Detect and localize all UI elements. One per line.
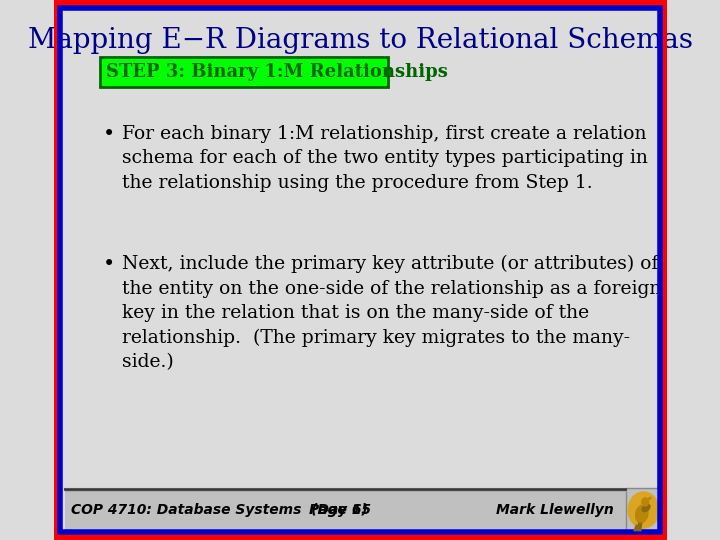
Bar	[626, 488, 662, 532]
Ellipse shape	[636, 505, 648, 523]
Circle shape	[628, 492, 659, 528]
Text: Next, include the primary key attribute (or attributes) of
the entity on the one: Next, include the primary key attribute …	[122, 255, 661, 371]
Bar	[65, 490, 626, 530]
Text: •: •	[103, 255, 115, 274]
Text: STEP 3: Binary 1:M Relationships: STEP 3: Binary 1:M Relationships	[107, 63, 448, 81]
Text: COP 4710: Database Systems  (Day 6): COP 4710: Database Systems (Day 6)	[71, 503, 367, 517]
Text: •: •	[103, 125, 115, 144]
Circle shape	[642, 498, 649, 506]
Ellipse shape	[642, 504, 650, 511]
Bar	[100, 57, 388, 87]
Text: Mapping E−R Diagrams to Relational Schemas: Mapping E−R Diagrams to Relational Schem…	[27, 26, 693, 53]
Text: For each binary 1:M relationship, first create a relation
schema for each of the: For each binary 1:M relationship, first …	[122, 125, 647, 192]
Text: Page 15: Page 15	[309, 503, 371, 517]
Text: Mark Llewellyn: Mark Llewellyn	[496, 503, 614, 517]
